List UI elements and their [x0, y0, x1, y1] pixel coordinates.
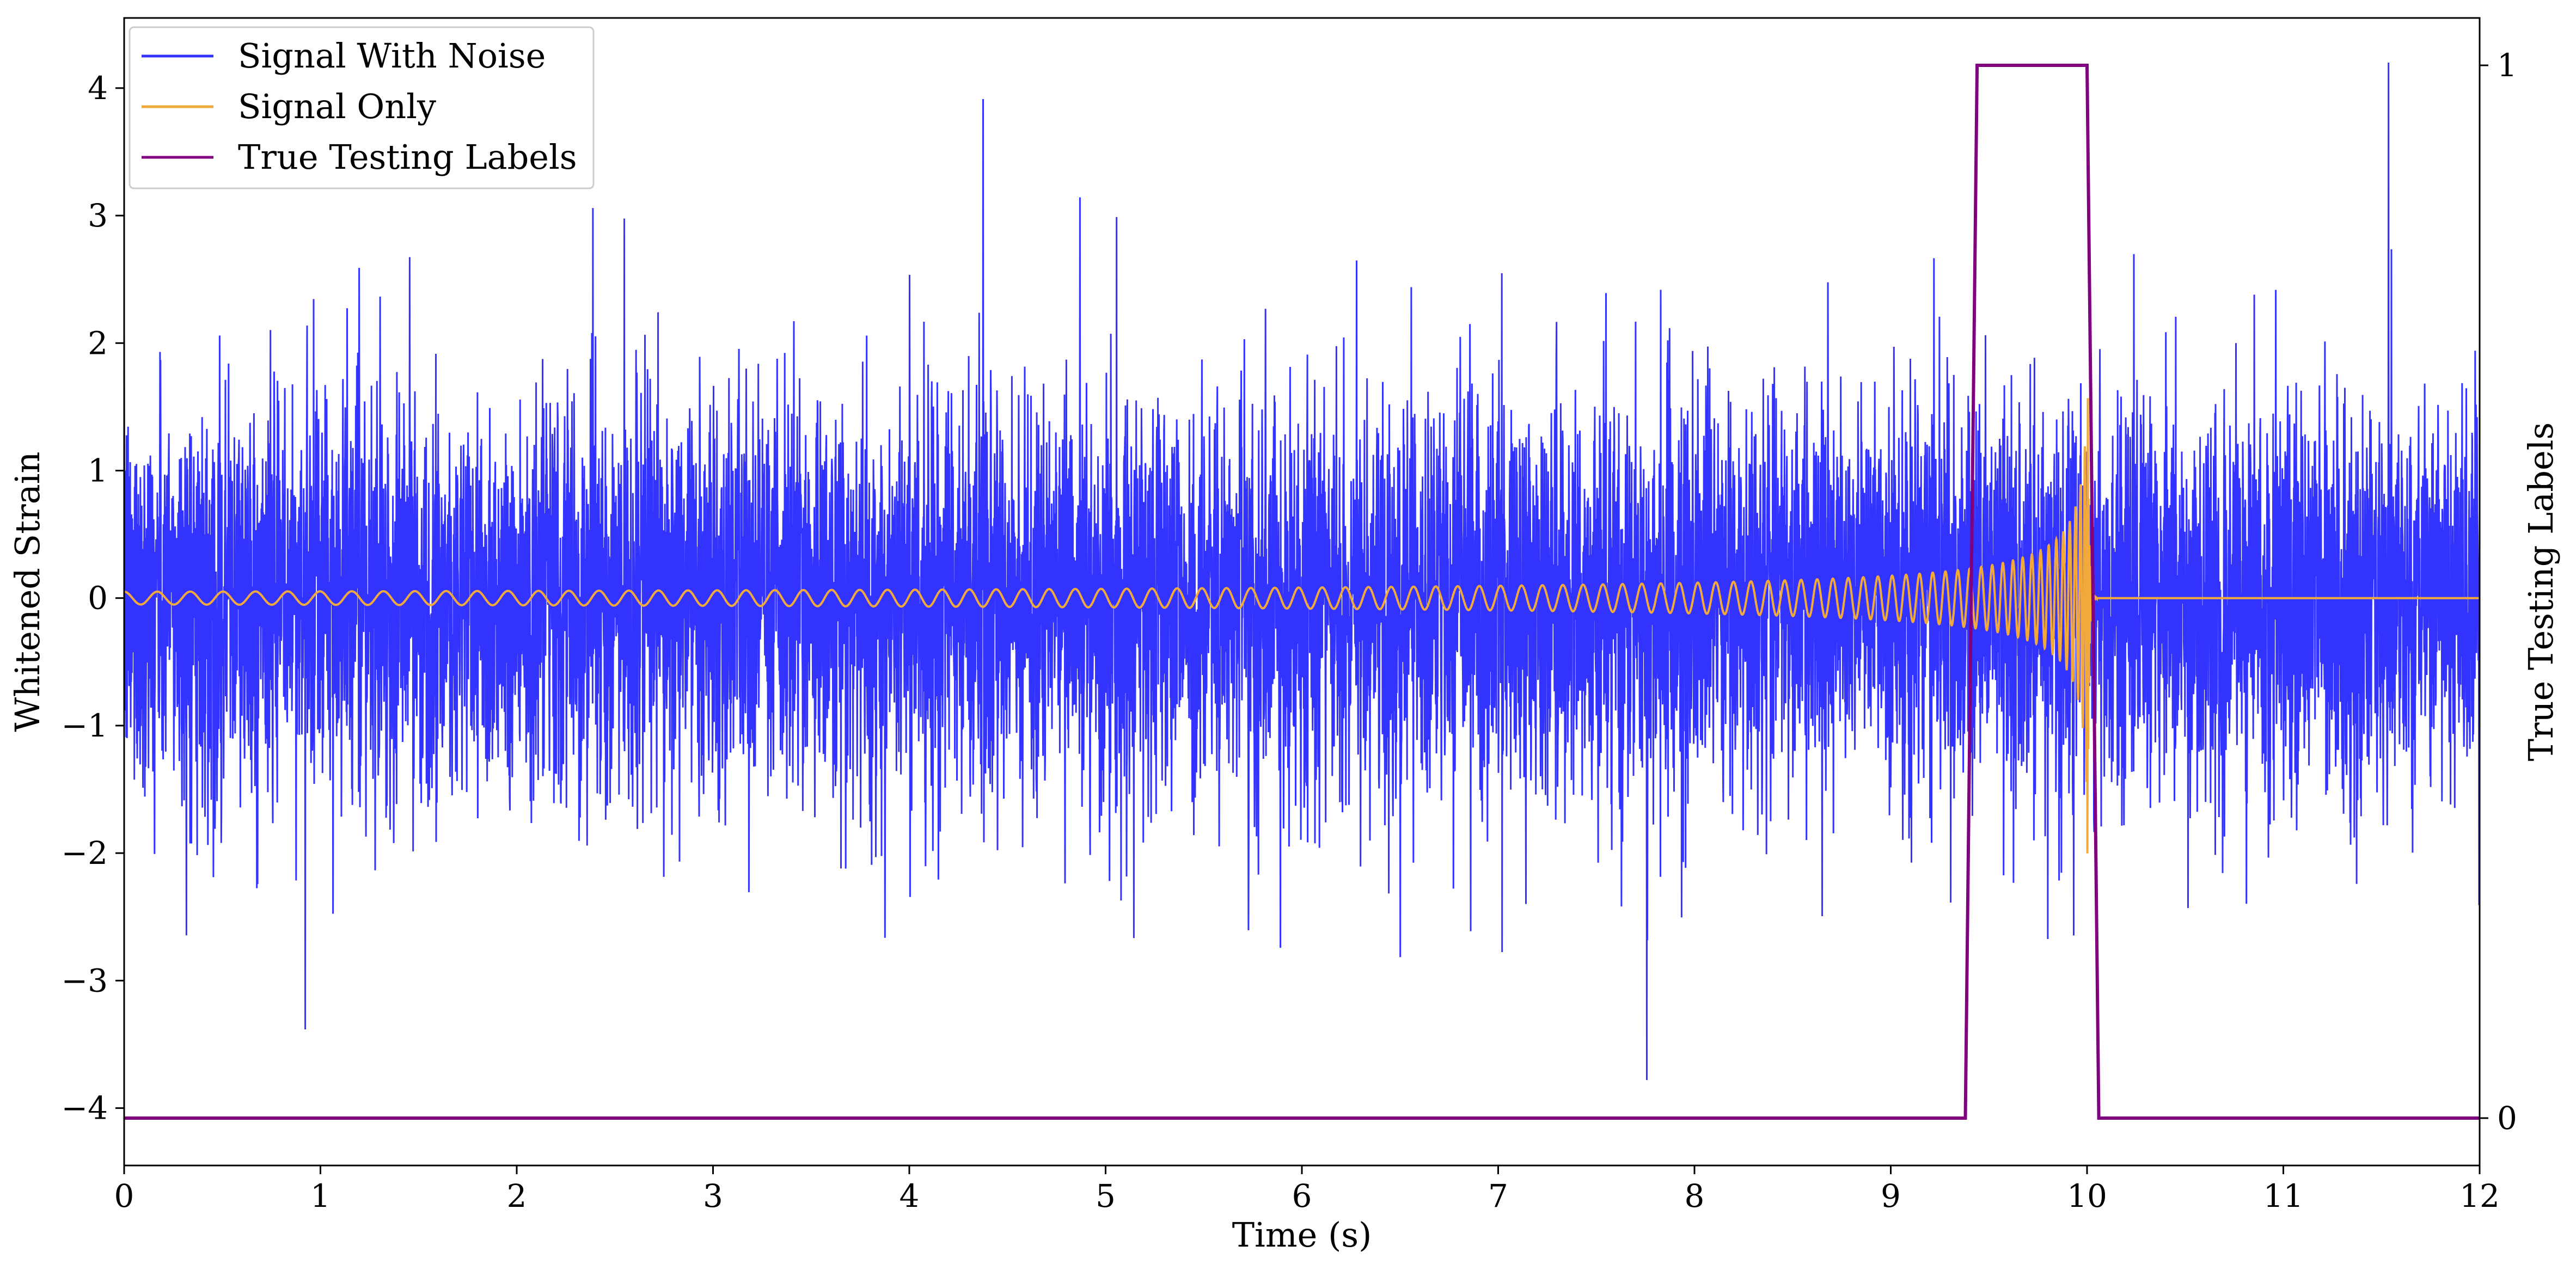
y-tick-label: −3 — [62, 962, 108, 999]
legend-label-signal-only: Signal Only — [238, 87, 436, 126]
true-testing-labels-series — [124, 64, 2480, 1120]
y-axis-ticks: −4 −3 −2 −1 0 1 2 3 4 — [62, 70, 124, 1127]
x-tick-label: 8 — [1685, 1177, 1705, 1214]
x-axis-title: Time (s) — [1232, 1215, 1372, 1255]
y2-tick-label: 0 — [2497, 1100, 2517, 1137]
x-tick-label: 9 — [1881, 1177, 1901, 1214]
x-tick-label: 2 — [507, 1177, 527, 1214]
y-tick-label: 0 — [88, 580, 108, 617]
y-tick-label: 4 — [88, 70, 108, 107]
x-tick-label: 5 — [1096, 1177, 1116, 1214]
x-tick-label: 11 — [2263, 1177, 2304, 1214]
x-tick-label: 10 — [2067, 1177, 2107, 1214]
y-tick-label: 1 — [88, 452, 108, 489]
x-tick-label: 4 — [900, 1177, 920, 1214]
y-tick-label: 3 — [88, 197, 108, 234]
legend-label-true-testing-labels: True Testing Labels — [238, 137, 577, 177]
y-tick-label: −2 — [62, 835, 108, 872]
y2-axis-ticks: 01 — [2480, 47, 2517, 1137]
y2-axis-title: True Testing Labels — [2521, 422, 2561, 762]
x-tick-label: 12 — [2459, 1177, 2500, 1214]
signal-only-series — [124, 398, 2480, 854]
plot-area — [123, 62, 2481, 1120]
true-testing-labels-line — [124, 64, 2480, 1120]
legend-box — [129, 26, 595, 189]
legend-label-signal-with-noise: Signal With Noise — [238, 36, 546, 76]
legend: Signal With Noise Signal Only True Testi… — [129, 26, 595, 189]
x-tick-label: 6 — [1292, 1177, 1312, 1214]
x-axis-ticks: 0 1 2 3 4 5 6 7 8 9 10 11 12 — [114, 1165, 2500, 1214]
y-tick-label: 2 — [88, 324, 108, 361]
x-tick-label: 1 — [310, 1177, 331, 1214]
y-axis-title: Whitened Strain — [8, 452, 47, 732]
signal-only-line — [124, 398, 2480, 854]
x-tick-label: 3 — [703, 1177, 723, 1214]
y-tick-label: −1 — [62, 707, 108, 744]
x-tick-label: 0 — [114, 1177, 134, 1214]
y2-tick-label: 1 — [2497, 47, 2517, 84]
x-tick-label: 7 — [1488, 1177, 1508, 1214]
y-tick-label: −4 — [62, 1090, 108, 1127]
